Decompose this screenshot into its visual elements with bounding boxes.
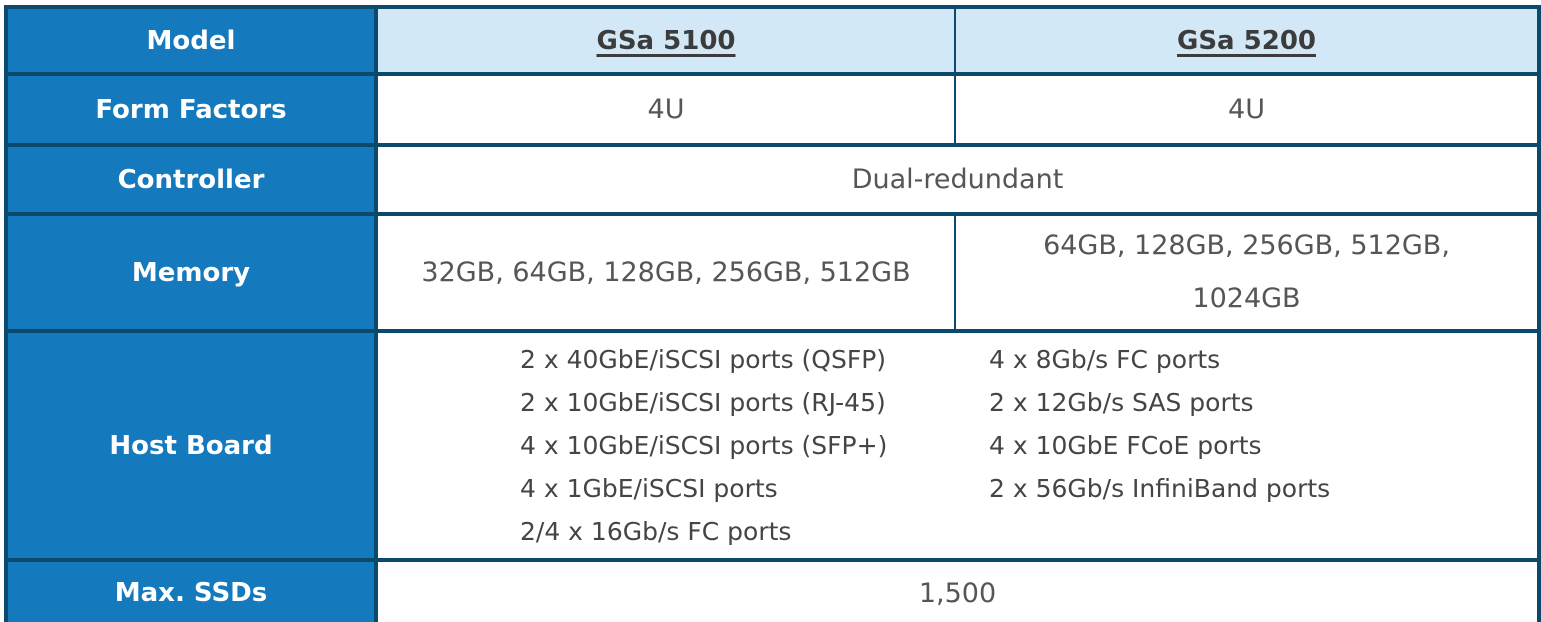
model-header-gsa-5200[interactable]: GSa 5200 — [954, 5, 1541, 76]
row-memory: Memory 32GB, 64GB, 128GB, 256GB, 512GB 6… — [4, 212, 1541, 333]
host-port-item: 4 x 8Gb/s FC ports — [989, 345, 1221, 374]
host-port-item: 4 x 10GbE FCoE ports — [989, 431, 1262, 460]
host-board-list-gsa-5100: 2 x 40GbE/iSCSI ports (QSFP) 2 x 10GbE/i… — [378, 338, 955, 553]
memory-gsa-5200: 64GB, 128GB, 256GB, 512GB, 1024GB — [954, 212, 1541, 333]
spec-comparison-table: Model GSa 5100 GSa 5200 Form Factors 4U … — [4, 5, 1541, 622]
row-controller: Controller Dual-redundant — [4, 143, 1541, 216]
row-label-controller: Controller — [4, 143, 378, 216]
host-port-item: 4 x 1GbE/iSCSI ports — [520, 474, 778, 503]
form-factor-gsa-5200: 4U — [954, 72, 1541, 147]
host-port-item: 4 x 10GbE/iSCSI ports (SFP+) — [520, 431, 888, 460]
row-label-form-factors: Form Factors — [4, 72, 378, 147]
row-label-max-ssds: Max. SSDs — [4, 558, 378, 622]
row-model: Model GSa 5100 GSa 5200 — [4, 5, 1541, 76]
row-label-host-board: Host Board — [4, 329, 378, 562]
controller-value: Dual-redundant — [376, 143, 1541, 216]
row-form-factors: Form Factors 4U 4U — [4, 72, 1541, 147]
host-board-cell: 2 x 40GbE/iSCSI ports (QSFP) 2 x 10GbE/i… — [376, 329, 1541, 562]
row-label-memory: Memory — [4, 212, 378, 333]
row-host-board: Host Board 2 x 40GbE/iSCSI ports (QSFP) … — [4, 329, 1541, 562]
host-port-item: 2 x 12Gb/s SAS ports — [989, 388, 1254, 417]
host-board-list-gsa-5200: 4 x 8Gb/s FC ports 2 x 12Gb/s SAS ports … — [955, 338, 1535, 510]
host-port-item: 2 x 40GbE/iSCSI ports (QSFP) — [520, 345, 887, 374]
host-port-item: 2 x 10GbE/iSCSI ports (RJ-45) — [520, 388, 886, 417]
form-factor-gsa-5100: 4U — [376, 72, 956, 147]
memory-gsa-5100: 32GB, 64GB, 128GB, 256GB, 512GB — [376, 212, 956, 333]
host-port-item: 2 x 56Gb/s InfiniBand ports — [989, 474, 1331, 503]
max-ssds-value: 1,500 — [376, 558, 1541, 622]
row-label-model: Model — [4, 5, 378, 76]
model-link-gsa-5100[interactable]: GSa 5100 — [596, 25, 736, 56]
model-header-gsa-5100[interactable]: GSa 5100 — [376, 5, 956, 76]
row-max-ssds: Max. SSDs 1,500 — [4, 558, 1541, 622]
model-link-gsa-5200[interactable]: GSa 5200 — [1176, 25, 1317, 56]
host-port-item: 2/4 x 16Gb/s FC ports — [520, 517, 792, 546]
host-board-lists: 2 x 40GbE/iSCSI ports (QSFP) 2 x 10GbE/i… — [378, 338, 1535, 553]
